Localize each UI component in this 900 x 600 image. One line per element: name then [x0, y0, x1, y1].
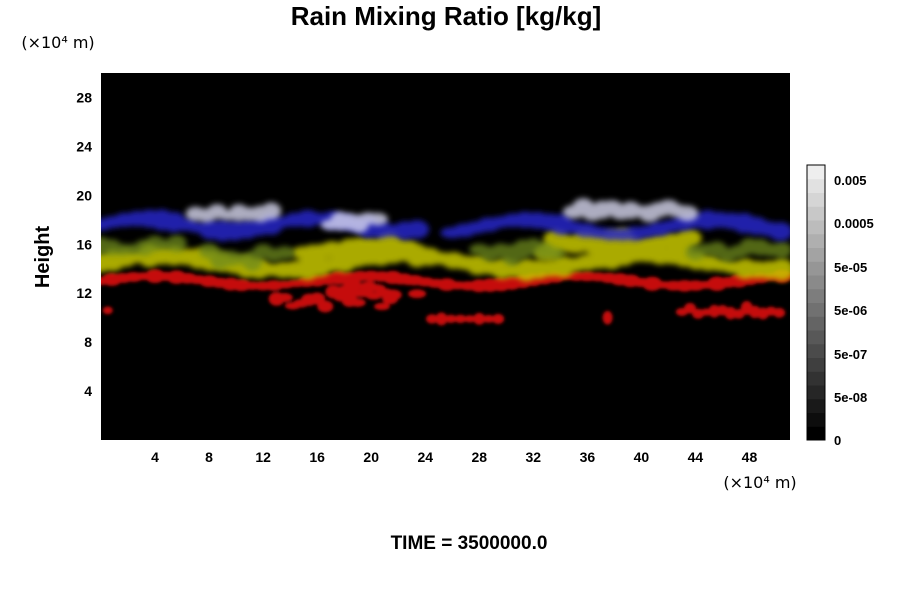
chart-title: Rain Mixing Ratio [kg/kg] [291, 1, 602, 31]
colorbar-swatch [807, 385, 825, 400]
red-blob [400, 275, 419, 286]
y-unit-label: (×10⁴ m) [21, 33, 94, 52]
colorbar-swatch [807, 357, 825, 372]
x-tick-label: 24 [417, 449, 433, 465]
green-blob [771, 241, 790, 259]
time-label: TIME = 3500000.0 [391, 533, 548, 554]
colorbar-swatch [807, 398, 825, 413]
y-tick-label: 8 [84, 334, 92, 350]
red-blob [408, 289, 427, 299]
colorbar-label: 5e-08 [834, 390, 867, 405]
colorbar-swatch [807, 247, 825, 262]
white-layer [185, 198, 699, 233]
colorbar-swatch [807, 220, 825, 235]
colorbar-frame [806, 164, 826, 441]
yellow-blob [769, 258, 790, 281]
x-tick-label: 32 [526, 449, 542, 465]
green-blob [274, 246, 295, 260]
red-blob [492, 313, 505, 324]
colorbar-labels: 0.005 0.0005 5e-05 5e-06 5e-07 5e-08 0 [834, 173, 874, 448]
x-tick-label: 40 [634, 449, 650, 465]
colorbar-label: 0.0005 [834, 216, 874, 231]
x-tick-label: 12 [255, 449, 271, 465]
red-blob [444, 314, 457, 323]
red-blob [454, 314, 467, 324]
x-tick-label: 44 [688, 449, 704, 465]
colorbar-label: 5e-05 [834, 260, 867, 275]
x-tick-label: 8 [205, 449, 213, 465]
red-blob [102, 306, 113, 315]
colorbar-swatch [807, 261, 825, 276]
red-blob [343, 278, 362, 292]
white-blob [261, 202, 282, 220]
colorbar-swatch [807, 165, 825, 180]
colorbar-swatch [807, 233, 825, 248]
colorbar-swatch [807, 316, 825, 331]
green-layer [101, 234, 790, 271]
colorbar-swatch [807, 275, 825, 290]
x-tick-label: 48 [742, 449, 758, 465]
white-blob [367, 212, 388, 226]
colorbar-swatch [807, 288, 825, 303]
colorbar-label: 0 [834, 433, 841, 448]
yellow-blob [675, 228, 702, 248]
y-tick-label: 28 [76, 89, 92, 105]
y-tick-label: 4 [84, 383, 92, 399]
y-tick-label: 24 [76, 138, 92, 154]
red-blob [374, 302, 391, 311]
x-tick-label: 36 [580, 449, 596, 465]
y-tick-label: 16 [76, 236, 92, 252]
colorbar-swatch [807, 426, 825, 441]
red-blob [383, 289, 402, 301]
colorbar-label: 5e-07 [834, 347, 867, 362]
red-blob [349, 298, 366, 307]
colorbar-swatch [807, 302, 825, 317]
blue-layer [101, 209, 790, 242]
x-tick-label: 4 [151, 449, 159, 465]
red-blob [773, 307, 786, 318]
y-tick-label: 20 [76, 187, 92, 203]
x-unit-label: (×10⁴ m) [723, 473, 796, 492]
red-blob [317, 300, 334, 313]
red-blob [473, 313, 486, 325]
colorbar-swatch [807, 343, 825, 358]
red-blob [684, 302, 697, 314]
white-blob [676, 205, 699, 222]
x-tick-label: 20 [363, 449, 379, 465]
red-blob [482, 314, 495, 323]
y-tick-label: 12 [76, 285, 92, 301]
red-blob [276, 293, 293, 303]
colorbar-swatch [807, 330, 825, 345]
colorbar-label: 5e-06 [834, 303, 867, 318]
blue-blob [768, 222, 790, 241]
x-tick-label: 28 [471, 449, 487, 465]
red-layer [101, 269, 790, 326]
colorbar [806, 164, 826, 441]
x-tick-label: 16 [309, 449, 325, 465]
red-blob [435, 312, 448, 326]
colorbar-swatch [807, 206, 825, 221]
plot-layers [101, 198, 790, 326]
y-axis-label: Height [32, 226, 54, 289]
yellow-blob [395, 239, 420, 256]
red-blob [463, 315, 476, 323]
yellow-layer [101, 228, 790, 282]
blue-blob [405, 220, 430, 239]
colorbar-swatch [807, 412, 825, 427]
colorbar-swatch [807, 178, 825, 193]
green-blob [166, 234, 187, 253]
red-blob [425, 314, 438, 324]
x-tick-labels: 4 8 12 16 20 24 28 32 36 40 44 48 [151, 449, 757, 465]
y-tick-labels: 4 8 12 16 20 24 28 [76, 89, 92, 399]
colorbar-label: 0.005 [834, 173, 867, 188]
colorbar-swatch [807, 192, 825, 207]
colorbar-swatch [807, 371, 825, 386]
red-blob [602, 310, 613, 325]
green-blob [544, 247, 565, 259]
